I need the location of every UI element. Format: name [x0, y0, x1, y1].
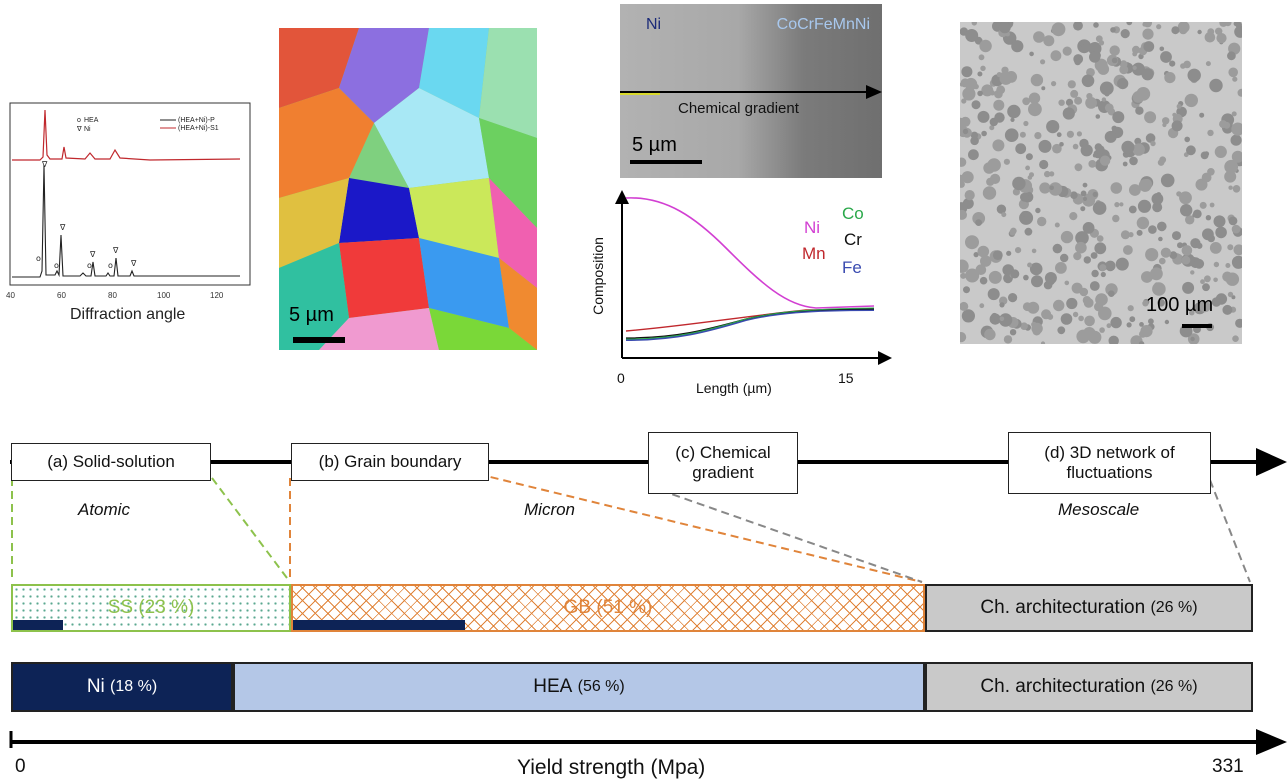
legend-cr: Cr — [844, 230, 862, 249]
bar-ch-contribution: Ch. architecturation (26 %) — [925, 584, 1253, 632]
mn-curve — [625, 309, 874, 332]
xrd-legend-hea: o — [77, 117, 81, 124]
sem-gradient-arrow — [620, 85, 882, 99]
ebsd-scale-label: 5 µm — [289, 304, 334, 326]
bar-ch-composition: Ch. architecturation (26 %) — [925, 662, 1253, 712]
sem-scale-label: 5 µm — [632, 134, 677, 156]
axis-label: Yield strength (Mpa) — [517, 756, 706, 779]
xrd-peak-markers: ∇ ∇ ∇ ∇ ∇ o o o o — [36, 160, 137, 270]
bar-hea: HEA (56 %) — [233, 662, 925, 712]
co-curve — [625, 307, 875, 340]
sem-arrow-label: Chemical gradient — [678, 100, 799, 117]
mechanism-grain-boundary: (b) Grain boundary — [291, 443, 489, 481]
xrd-plot: ∇ ∇ ∇ ∇ ∇ o o o o o HEA ∇ Ni (HEA+Ni)-P (HEA+N… — [6, 102, 251, 323]
xrd-legend-s1-label: (HEA+Ni)-S1 — [178, 125, 219, 132]
fe-curve — [625, 309, 875, 341]
meso-scale-label: 100 µm — [1146, 294, 1214, 316]
legend-ni: Ni — [804, 218, 821, 237]
svg-text:o: o — [54, 261, 59, 270]
svg-text:80: 80 — [108, 291, 117, 300]
mechanism-chemical-gradient: (c) Chemical gradient — [648, 432, 798, 494]
sem-image: Ni CoCrFeMnNi Chemical gradient 5 µm — [620, 4, 882, 178]
mechanism-solid-solution: (a) Solid-solution — [11, 443, 211, 481]
xrd-x-ticks: 40 60 80 100 120 — [6, 291, 224, 300]
svg-text:∇: ∇ — [130, 259, 137, 268]
scale-micron: Micron — [524, 500, 576, 519]
yield-axis — [9, 729, 1287, 755]
composition-plot: Composition Length (µm) 0 15 Ni Co Mn Cr… — [586, 188, 896, 403]
cr-curve — [625, 308, 875, 339]
svg-text:60: 60 — [57, 291, 66, 300]
ni-curve — [625, 197, 875, 309]
bar-gb: GB (51 %) — [291, 584, 925, 632]
svg-text:∇: ∇ — [76, 125, 82, 133]
bar-gb-ni-part — [293, 620, 465, 630]
bar-ss-ni-part — [13, 620, 63, 630]
svg-text:∇: ∇ — [89, 250, 96, 259]
bar-ni: Ni (18 %) — [11, 662, 233, 712]
scale-mesoscale: Mesoscale — [1058, 500, 1140, 519]
composition-x-tick-15: 15 — [838, 370, 854, 386]
xrd-panel: ∇ ∇ ∇ ∇ ∇ o o o o o HEA ∇ Ni (HEA+Ni)-P (HEA+N… — [0, 95, 260, 335]
composition-x-tick-0: 0 — [617, 370, 625, 386]
svg-text:o: o — [87, 261, 92, 270]
xrd-curve-s1 — [12, 109, 241, 161]
svg-text:∇: ∇ — [112, 246, 119, 255]
composition-ylabel: Composition — [590, 237, 606, 315]
axis-min: 0 — [15, 756, 26, 777]
svg-text:o: o — [36, 254, 41, 263]
sem-hea-label: CoCrFeMnNi — [776, 16, 870, 33]
mechanism-3d-network: (d) 3D network of fluctuations — [1008, 432, 1211, 494]
mesoscale-image: 100 µm — [960, 22, 1242, 344]
xrd-legend-p-label: (HEA+Ni)-P — [178, 117, 215, 124]
xrd-legend-ni-label: Ni — [84, 126, 91, 133]
bar-ss: SS (23 %) — [11, 584, 291, 632]
svg-text:o: o — [108, 261, 113, 270]
composition-xlabel: Length (µm) — [696, 380, 772, 396]
meso-scale-bar — [1182, 324, 1212, 328]
sem-scale-bar — [630, 160, 702, 164]
ebsd-map: 5 µm — [279, 28, 537, 350]
legend-fe: Fe — [842, 258, 862, 277]
legend-co: Co — [842, 204, 864, 223]
sem-ni-label: Ni — [646, 16, 662, 33]
svg-text:∇: ∇ — [59, 223, 66, 232]
xrd-xlabel: Diffraction angle — [70, 306, 185, 323]
svg-text:120: 120 — [210, 291, 224, 300]
axis-max: 331 — [1212, 756, 1244, 777]
scale-atomic: Atomic — [78, 500, 130, 519]
svg-text:40: 40 — [6, 291, 15, 300]
svg-text:100: 100 — [157, 291, 171, 300]
legend-mn: Mn — [802, 244, 826, 263]
xrd-legend-hea-label: HEA — [84, 117, 99, 124]
svg-text:∇: ∇ — [41, 160, 48, 169]
xrd-curve-p — [12, 164, 240, 278]
